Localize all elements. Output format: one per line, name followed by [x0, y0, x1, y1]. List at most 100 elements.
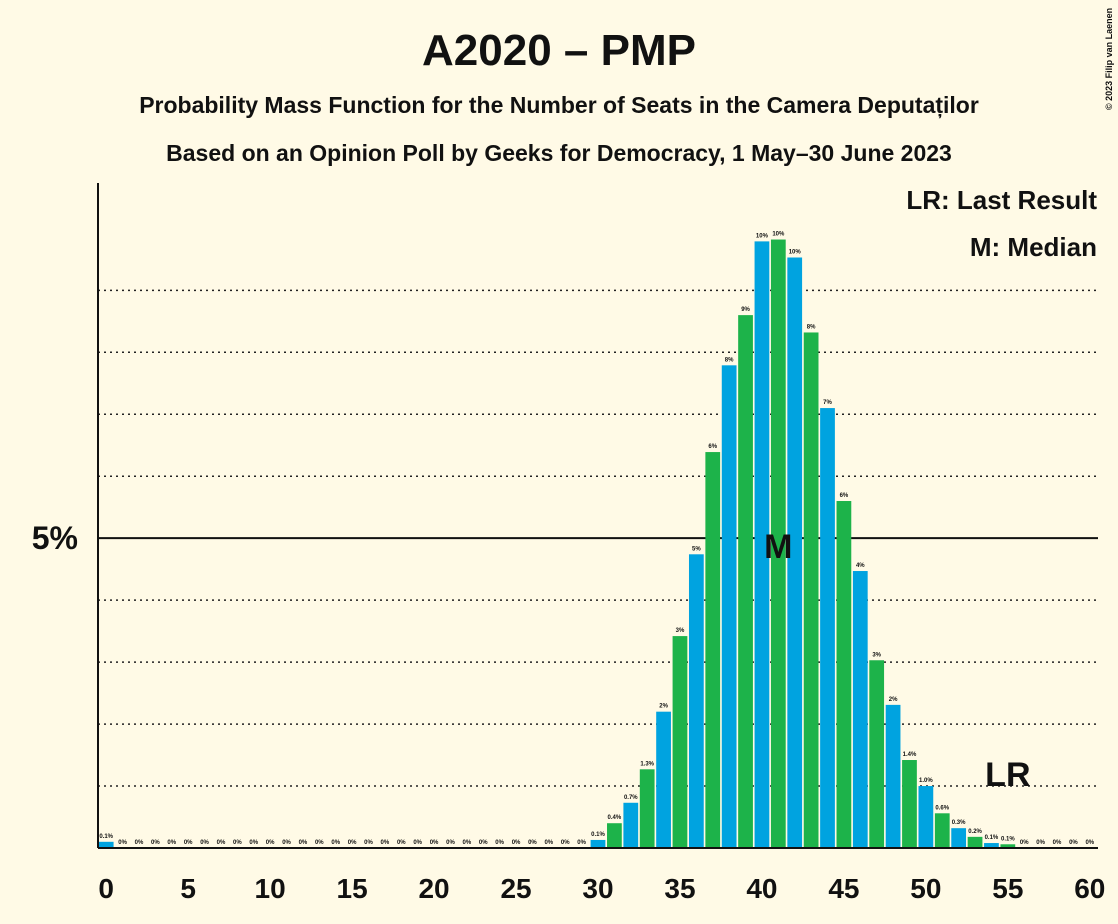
x-tick-label: 30: [582, 873, 613, 904]
legend-entry: LR: Last Result: [906, 185, 1097, 215]
value-label: 0%: [184, 840, 193, 846]
value-label: 0%: [1085, 840, 1094, 846]
value-label: 0%: [528, 840, 537, 846]
legend-entry: M: Median: [970, 232, 1097, 262]
bar: [852, 571, 868, 848]
bar: [770, 239, 786, 848]
value-label: 0%: [577, 840, 586, 846]
value-label: 0%: [249, 840, 258, 846]
value-label: 8%: [807, 324, 816, 330]
bar: [869, 660, 885, 848]
x-tick-label: 15: [337, 873, 368, 904]
value-label: 7%: [823, 400, 832, 406]
bar: [590, 839, 606, 848]
value-label: 0%: [1020, 840, 1029, 846]
median-marker: M: [764, 528, 792, 566]
value-label: 10%: [756, 233, 769, 239]
bar: [836, 501, 852, 848]
bar: [803, 332, 819, 848]
value-label: 0%: [430, 840, 439, 846]
value-label: 0.7%: [624, 795, 638, 801]
bar: [705, 452, 721, 848]
value-label: 8%: [725, 357, 734, 363]
x-tick-label: 10: [255, 873, 286, 904]
bar: [1000, 844, 1016, 848]
x-tick-label: 45: [828, 873, 859, 904]
bar: [787, 257, 803, 848]
last-result-marker: LR: [985, 756, 1030, 794]
bar: [902, 760, 917, 848]
x-tick-label: 5: [180, 873, 196, 904]
bar: [885, 704, 901, 848]
bar: [721, 365, 737, 848]
value-label: 0.1%: [985, 835, 999, 841]
x-tick-label: 0: [98, 873, 114, 904]
bar: [98, 841, 114, 848]
value-label: 10%: [772, 232, 785, 238]
value-label: 1.4%: [903, 752, 917, 758]
value-label: 0.4%: [608, 815, 622, 821]
value-label: 0%: [135, 840, 144, 846]
value-label: 9%: [741, 307, 750, 313]
value-label: 0%: [167, 840, 176, 846]
value-label: 0%: [299, 840, 308, 846]
x-tick-label: 35: [664, 873, 695, 904]
value-label: 0.1%: [591, 832, 605, 838]
value-label: 10%: [789, 249, 802, 255]
value-label: 0%: [512, 840, 521, 846]
value-label: 0.3%: [952, 820, 966, 826]
chart-subtitle: Probability Mass Function for the Number…: [139, 92, 979, 119]
value-label: 6%: [840, 493, 849, 499]
copyright: © 2023 Filip van Laenen: [1104, 8, 1114, 110]
value-label: 0%: [479, 840, 488, 846]
value-label: 0.2%: [968, 829, 982, 835]
x-tick-label: 20: [418, 873, 449, 904]
bar: [738, 315, 753, 849]
bar: [639, 769, 655, 848]
x-tick-label: 55: [992, 873, 1023, 904]
bar: [623, 802, 639, 848]
value-label: 0%: [544, 840, 553, 846]
x-tick-label: 40: [746, 873, 777, 904]
value-label: 0%: [413, 840, 422, 846]
bar: [672, 636, 688, 848]
value-label: 0%: [118, 840, 127, 846]
bar: [951, 828, 967, 848]
chart-subtitle: Based on an Opinion Poll by Geeks for De…: [166, 140, 952, 166]
bar: [967, 836, 983, 848]
value-label: 0%: [446, 840, 455, 846]
value-label: 0%: [315, 840, 324, 846]
chart-title: A2020 – PMP: [422, 26, 696, 75]
value-label: 0%: [381, 840, 390, 846]
value-label: 3%: [676, 628, 685, 634]
value-label: 0%: [364, 840, 373, 846]
value-label: 0%: [217, 840, 226, 846]
y-tick-label: 5%: [32, 520, 78, 556]
bar: [688, 554, 704, 848]
bar: [918, 786, 934, 848]
value-label: 1.3%: [640, 761, 654, 767]
value-label: 0%: [151, 840, 160, 846]
value-label: 1.0%: [919, 778, 933, 784]
value-label: 0%: [233, 840, 242, 846]
bar: [656, 711, 671, 848]
value-label: 0%: [331, 840, 340, 846]
value-label: 0%: [463, 840, 472, 846]
value-label: 0%: [1069, 840, 1078, 846]
bar: [607, 823, 622, 848]
value-label: 0%: [200, 840, 209, 846]
value-label: 0%: [266, 840, 275, 846]
bar: [934, 813, 950, 848]
value-label: 0%: [348, 840, 357, 846]
value-label: 0.6%: [935, 805, 949, 811]
x-tick-label: 50: [910, 873, 941, 904]
value-label: 0.1%: [1001, 836, 1015, 842]
value-label: 2%: [889, 697, 898, 703]
x-tick-label: 25: [500, 873, 531, 904]
value-label: 4%: [856, 563, 865, 569]
bar: [754, 241, 770, 848]
value-label: 0%: [1053, 840, 1062, 846]
value-label: 0%: [282, 840, 291, 846]
bar: [984, 843, 999, 848]
